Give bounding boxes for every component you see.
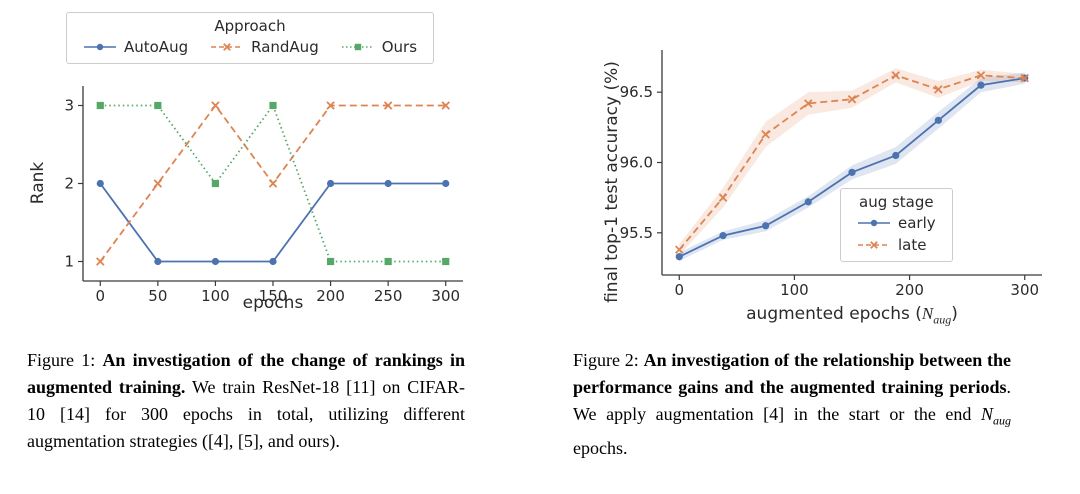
- svg-text:96.5: 96.5: [620, 83, 653, 101]
- figure2-x-axis-label-text: augmented epochs (: [746, 304, 922, 324]
- figure1-legend-title: Approach: [214, 17, 286, 35]
- legend-label: early: [898, 214, 936, 232]
- svg-text:2: 2: [64, 175, 74, 193]
- figure2-x-axis-math-var: N: [921, 304, 934, 323]
- svg-text:96.0: 96.0: [620, 154, 653, 172]
- svg-text:0: 0: [95, 287, 105, 305]
- figure2-caption: Figure 2: An investigation of the relati…: [573, 347, 1011, 462]
- figure2-x-axis-label-close: ): [951, 304, 958, 324]
- figure1-x-axis-label: epochs: [242, 293, 304, 313]
- circle-marker-line-icon: [83, 43, 116, 51]
- figure2-caption-body-2: epochs.: [573, 437, 628, 458]
- figure1-rank-chart: 0 50 100 150 200 250 300 1 2 3: [64, 86, 463, 305]
- figure2-chart-area: 0 100 200 300 95.5 96.0 96.5 final top-1 test …: [590, 40, 1060, 340]
- svg-text:1: 1: [64, 253, 74, 271]
- legend-item-ours: Ours: [341, 38, 417, 56]
- svg-text:100: 100: [780, 281, 809, 299]
- square-marker-line-icon: [341, 43, 374, 51]
- legend-item-autoaug: AutoAug: [83, 38, 188, 56]
- figure2-legend-title: aug stage: [859, 193, 934, 211]
- legend-item-randaug: RandAug: [210, 38, 319, 56]
- figure2-x-axis-label: augmented epochs (Naug): [662, 304, 1042, 327]
- x-marker-line-icon: [211, 43, 244, 51]
- svg-text:95.5: 95.5: [620, 224, 653, 242]
- legend-label: RandAug: [251, 38, 319, 56]
- legend-label: Ours: [381, 38, 418, 56]
- legend-label: late: [898, 236, 927, 254]
- figure1-caption-label: Figure 1:: [27, 350, 103, 370]
- figure2-caption-label: Figure 2:: [573, 350, 644, 370]
- svg-text:200: 200: [895, 281, 924, 299]
- figure1-caption: Figure 1: An investigation of the change…: [27, 347, 465, 455]
- figure2-legend: aug stage early late: [840, 188, 953, 262]
- circle-marker-line-icon: [858, 219, 890, 227]
- figure1-legend-wrap: Approach AutoAug RandAug Ours: [15, 12, 485, 64]
- figure2-legend-items: early late: [857, 214, 936, 254]
- svg-text:300: 300: [1010, 281, 1039, 299]
- svg-text:250: 250: [374, 287, 403, 305]
- svg-text:150: 150: [259, 287, 288, 305]
- figure2-caption-math-var: N: [980, 404, 993, 424]
- legend-item-late: late: [857, 236, 926, 254]
- figure2-caption-body: . We apply augmentation [4] in the start…: [573, 377, 1011, 424]
- figure2-x-axis-math-sub: aug: [933, 312, 952, 327]
- figure1-legend: Approach AutoAug RandAug Ours: [65, 12, 435, 64]
- figure1-caption-title: An investigation of the change of rankin…: [27, 350, 465, 397]
- figure1-legend-items: AutoAug RandAug Ours: [83, 38, 417, 56]
- svg-text:300: 300: [431, 287, 460, 305]
- svg-text:200: 200: [316, 287, 345, 305]
- figure2-accuracy-chart: 0 100 200 300 95.5 96.0 96.5: [620, 50, 1042, 299]
- svg-text:100: 100: [201, 287, 230, 305]
- legend-item-early: early: [857, 214, 936, 232]
- figure1-y-axis-label: Rank: [28, 161, 48, 205]
- figure2-caption-math-sub: aug: [993, 413, 1011, 428]
- figure2-caption-title: An investigation of the relationship bet…: [573, 350, 1011, 397]
- x-marker-line-icon: [858, 241, 890, 249]
- figure1-caption-body: We train ResNet-18 [11] on CIFAR-10 [14]…: [27, 377, 465, 451]
- figure1-chart-area: 0 50 100 150 200 250 300 1 2 3 Rank epochs: [15, 78, 485, 338]
- svg-text:0: 0: [674, 281, 684, 299]
- svg-text:3: 3: [64, 97, 74, 115]
- svg-text:50: 50: [148, 287, 167, 305]
- figure2-y-axis-label: final top-1 test accuracy (%): [602, 61, 622, 303]
- legend-label: AutoAug: [123, 38, 189, 56]
